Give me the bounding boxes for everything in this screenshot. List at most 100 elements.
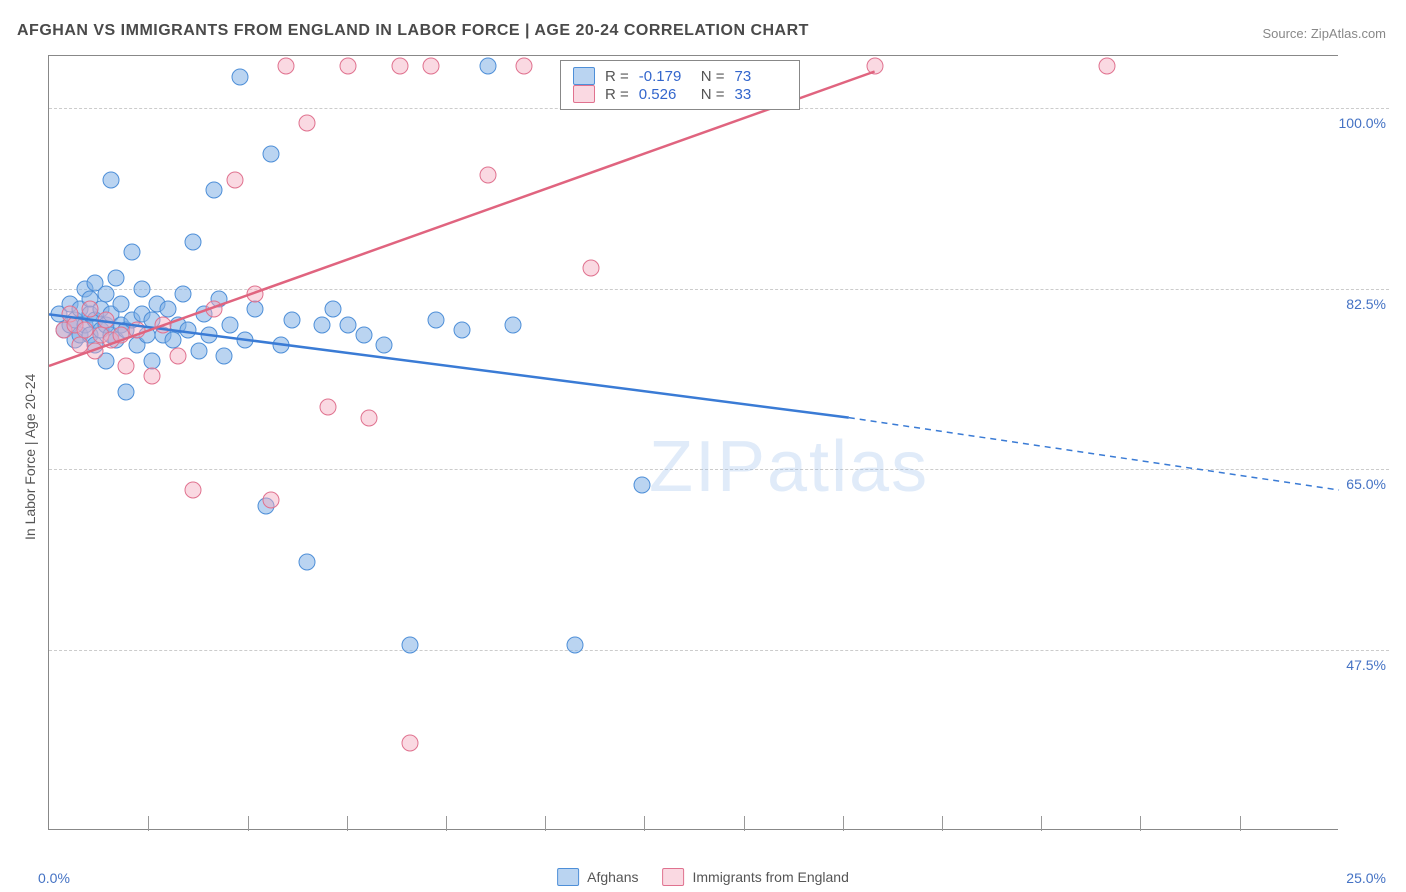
- legend-item-afghans: Afghans: [557, 868, 638, 886]
- stats-swatch: [573, 85, 595, 103]
- data-point: [340, 58, 357, 75]
- legend-label: Afghans: [587, 869, 638, 885]
- gridline: [49, 650, 1389, 651]
- gridline: [49, 469, 1389, 470]
- y-tick-label: 65.0%: [1346, 476, 1386, 492]
- chart-container: AFGHAN VS IMMIGRANTS FROM ENGLAND IN LAB…: [0, 0, 1406, 892]
- data-point: [247, 285, 264, 302]
- stats-swatch: [573, 67, 595, 85]
- x-tick: [644, 816, 645, 831]
- x-tick: [1041, 816, 1042, 831]
- data-point: [164, 332, 181, 349]
- data-point: [340, 316, 357, 333]
- data-point: [247, 301, 264, 318]
- data-point: [97, 285, 114, 302]
- data-point: [422, 58, 439, 75]
- data-point: [360, 409, 377, 426]
- data-point: [505, 316, 522, 333]
- x-tick: [248, 816, 249, 831]
- data-point: [299, 115, 316, 132]
- y-tick-label: 82.5%: [1346, 296, 1386, 312]
- stats-row: R =0.526N =33: [573, 85, 787, 103]
- x-tick: [1240, 816, 1241, 831]
- data-point: [278, 58, 295, 75]
- data-point: [118, 358, 135, 375]
- data-point: [567, 637, 584, 654]
- data-point: [71, 337, 88, 354]
- data-point: [82, 301, 99, 318]
- data-point: [206, 182, 223, 199]
- legend-label: Immigrants from England: [692, 869, 848, 885]
- data-point: [190, 342, 207, 359]
- data-point: [376, 337, 393, 354]
- legend-swatch-pink: [662, 868, 684, 886]
- data-point: [283, 311, 300, 328]
- data-point: [1098, 58, 1115, 75]
- data-point: [866, 58, 883, 75]
- data-point: [77, 321, 94, 338]
- data-point: [479, 58, 496, 75]
- x-tick: [545, 816, 546, 831]
- y-tick-label: 100.0%: [1339, 115, 1386, 131]
- data-point: [314, 316, 331, 333]
- data-point: [97, 311, 114, 328]
- data-point: [402, 637, 419, 654]
- data-point: [453, 321, 470, 338]
- watermark: ZIPatlas: [649, 426, 929, 508]
- data-point: [231, 68, 248, 85]
- data-point: [391, 58, 408, 75]
- data-point: [144, 352, 161, 369]
- data-point: [185, 234, 202, 251]
- y-tick-label: 47.5%: [1346, 657, 1386, 673]
- data-point: [154, 316, 171, 333]
- data-point: [170, 347, 187, 364]
- source-attribution: Source: ZipAtlas.com: [1262, 26, 1386, 41]
- data-point: [159, 301, 176, 318]
- data-point: [226, 172, 243, 189]
- data-point: [113, 327, 130, 344]
- data-point: [128, 321, 145, 338]
- x-axis-label-min: 0.0%: [38, 870, 70, 886]
- x-tick: [1140, 816, 1141, 831]
- data-point: [299, 554, 316, 571]
- data-point: [113, 296, 130, 313]
- data-point: [185, 482, 202, 499]
- y-axis-title: In Labor Force | Age 20-24: [22, 374, 38, 540]
- x-tick: [148, 816, 149, 831]
- data-point: [237, 332, 254, 349]
- data-point: [428, 311, 445, 328]
- data-point: [87, 342, 104, 359]
- chart-title: AFGHAN VS IMMIGRANTS FROM ENGLAND IN LAB…: [17, 22, 809, 40]
- trend-lines: [49, 56, 1399, 836]
- data-point: [582, 259, 599, 276]
- x-tick: [347, 816, 348, 831]
- legend-swatch-blue: [557, 868, 579, 886]
- stats-row: R =-0.179N =73: [573, 67, 787, 85]
- data-point: [319, 399, 336, 416]
- data-point: [402, 735, 419, 752]
- data-point: [144, 368, 161, 385]
- data-point: [324, 301, 341, 318]
- data-point: [206, 301, 223, 318]
- data-point: [273, 337, 290, 354]
- x-tick: [446, 816, 447, 831]
- data-point: [355, 327, 372, 344]
- data-point: [175, 285, 192, 302]
- x-tick: [942, 816, 943, 831]
- data-point: [216, 347, 233, 364]
- data-point: [262, 492, 279, 509]
- plot-area: ZIPatlas: [48, 55, 1338, 830]
- x-tick: [843, 816, 844, 831]
- data-point: [133, 280, 150, 297]
- correlation-stats-box: R =-0.179N =73R =0.526N =33: [560, 60, 800, 110]
- data-point: [108, 270, 125, 287]
- data-point: [515, 58, 532, 75]
- x-tick: [744, 816, 745, 831]
- data-point: [118, 383, 135, 400]
- legend: Afghans Immigrants from England: [557, 868, 849, 886]
- data-point: [200, 327, 217, 344]
- x-axis-label-max: 25.0%: [1346, 870, 1386, 886]
- legend-item-england: Immigrants from England: [662, 868, 848, 886]
- data-point: [634, 476, 651, 493]
- data-point: [221, 316, 238, 333]
